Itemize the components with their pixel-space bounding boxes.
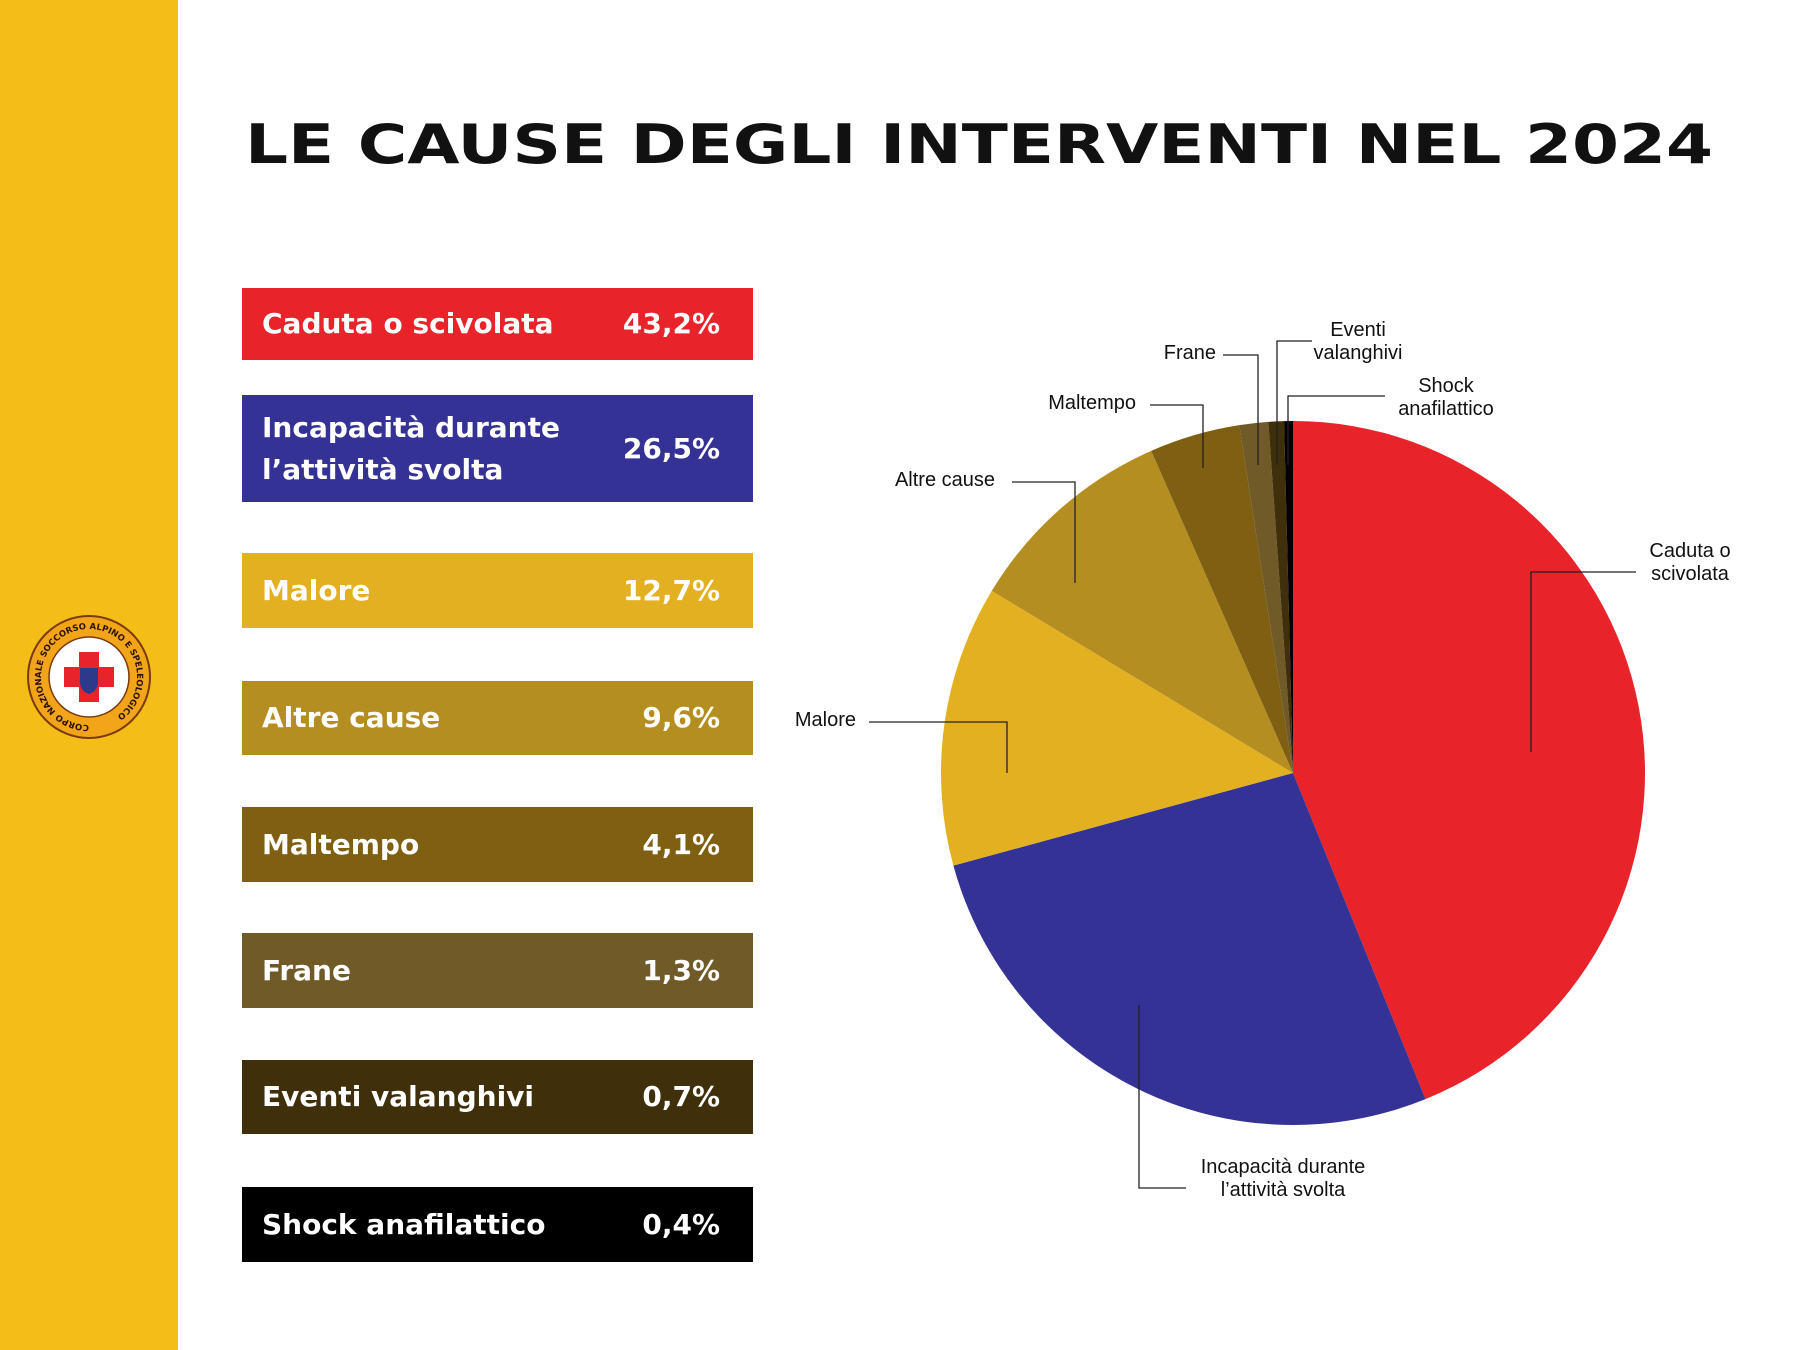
logo: CORPO NAZIONALE SOCCORSO ALPINO E SPELEO…	[27, 615, 151, 739]
leader-line	[1276, 340, 1312, 465]
legend-name: Caduta o scivolata	[262, 307, 554, 340]
pie-label: Shock anafilattico	[1398, 375, 1494, 420]
legend-value: 4,1%	[642, 827, 720, 861]
leader-line	[1287, 395, 1385, 465]
pie-slice	[1151, 425, 1293, 773]
legend-box: Incapacità durante l’attività svolta 26,5…	[242, 395, 753, 502]
leader-line	[869, 721, 1008, 773]
pie-slice	[1268, 421, 1293, 773]
pie-slice	[1239, 421, 1293, 773]
pie-label: Frane	[1163, 342, 1216, 364]
leaders	[869, 340, 1636, 1189]
legend-box: Eventi valanghivi 0,7%	[242, 1060, 753, 1134]
pie-label: Maltempo	[1048, 392, 1136, 414]
legend-box: Frane 1,3%	[242, 933, 753, 1008]
legend-box: Maltempo 4,1%	[242, 807, 753, 882]
leader-line	[1012, 481, 1076, 583]
legend-box: Altre cause 9,6%	[242, 681, 753, 755]
legend-value: 12,7%	[622, 573, 720, 607]
logo-shield	[80, 668, 98, 694]
legend-value: 0,4%	[642, 1207, 720, 1241]
legend-name: Altre cause	[262, 701, 441, 734]
legend-name: Incapacità durante l’attività svolta	[262, 410, 560, 486]
legend-box: Shock anafilattico 0,4%	[242, 1187, 753, 1262]
legend-value: 0,7%	[642, 1080, 720, 1113]
legend-box: Caduta o scivolata 43,2%	[242, 288, 753, 360]
legend-name: Maltempo	[262, 827, 420, 861]
legend-name: Frane	[262, 953, 351, 987]
pie-slice	[1284, 421, 1293, 773]
legend-value: 43,2%	[622, 307, 720, 340]
title: LE CAUSE DEGLI INTERVENTI NEL 2024	[245, 113, 1713, 176]
legend-name: Shock anafilattico	[262, 1207, 546, 1241]
legend-value: 26,5%	[622, 431, 720, 465]
legend-name: Malore	[262, 573, 371, 607]
legend-name: Eventi valanghivi	[262, 1080, 535, 1113]
pie-slice	[941, 590, 1293, 866]
legend-value: 1,3%	[642, 953, 720, 987]
legend-value: 9,6%	[642, 701, 720, 734]
pie-slice	[953, 773, 1426, 1125]
leader-line	[1138, 1005, 1186, 1189]
leader-line	[1150, 404, 1204, 468]
pie-label: Malore	[794, 709, 856, 731]
pie-label: Incapacità durante l’attività svolta	[1200, 1156, 1366, 1201]
leader-line	[1223, 354, 1259, 465]
pie-label: Eventi valanghivi	[1313, 319, 1403, 364]
legend-box: Malore 12,7%	[242, 553, 753, 628]
pie-label: Altre cause	[894, 469, 995, 491]
pie	[941, 421, 1646, 1125]
pie-slice	[1293, 421, 1646, 1100]
pie-slice	[991, 450, 1293, 773]
leader-line	[1530, 571, 1636, 752]
pie-label: Caduta o scivolata	[1649, 540, 1731, 585]
